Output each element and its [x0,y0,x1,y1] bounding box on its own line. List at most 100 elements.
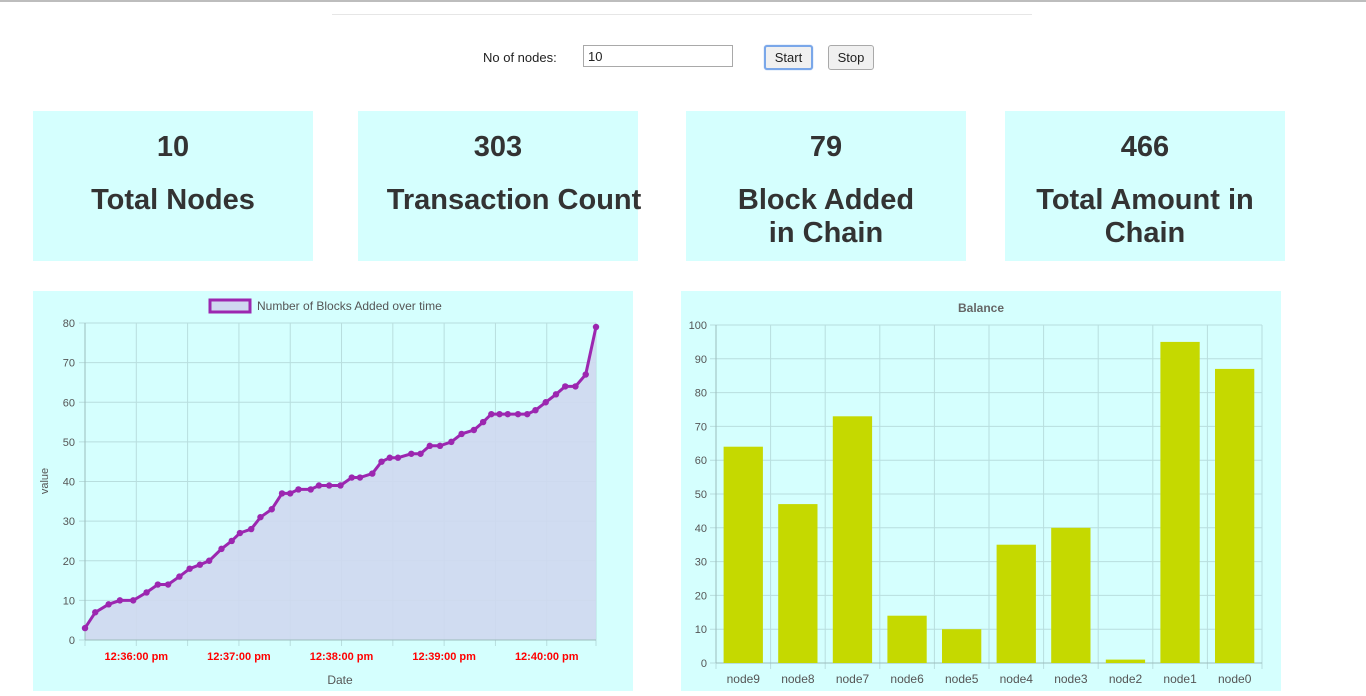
data-point [408,450,415,457]
data-point [295,486,302,493]
data-point [268,506,275,513]
stat-label: Transaction Count [386,184,642,216]
y-tick-label: 40 [63,477,75,489]
data-point [542,399,549,406]
line-chart-svg: 0 10 20 30 40 50 60 70 80 12:36:00 pm 12:37:00 pm 1… [39,298,600,687]
data-point [176,573,183,580]
y-tick-label: 40 [695,523,707,535]
y-tick-label: 90 [695,354,707,366]
data-point [426,442,433,450]
y-tick-label: 80 [695,388,707,400]
data-point [315,482,323,489]
stat-value: 79 [809,131,843,163]
y-tick-label: 0 [69,635,75,647]
data-point [326,482,333,489]
nodes-input[interactable] [583,45,733,67]
data-point [164,581,172,588]
y-tick-label: 20 [63,556,75,568]
top-divider [332,14,1032,15]
stat-card-total-amount: 466 Total Amount in Chain [1005,111,1285,261]
y-tick-label: 10 [63,595,75,607]
x-tick-label: node9 [727,672,761,686]
bar [723,446,763,663]
x-tick-label: node7 [836,672,870,686]
x-tick-label: node3 [1054,672,1088,686]
data-point [130,597,137,604]
data-point [81,624,89,632]
stat-card-transaction-count: 303 Transaction Count [358,111,641,261]
x-tick-label: node4 [1000,672,1034,686]
data-point [532,406,539,414]
data-point [278,490,286,497]
legend-label: Number of Blocks Added over time [257,299,442,313]
y-tick-label: 10 [695,624,707,636]
y-tick-label: 50 [695,489,707,501]
data-point [504,410,511,418]
data-point [356,474,364,481]
data-point [92,609,99,616]
x-tick-label: node0 [1218,672,1252,686]
x-tick-label: node2 [1109,672,1143,686]
data-point [562,383,569,390]
legend-swatch [208,298,252,314]
data-point [236,529,244,537]
top-border [0,0,1366,2]
y-tick-label: 30 [695,557,707,569]
data-point [448,438,455,446]
data-point [105,601,112,608]
stop-button[interactable]: Stop [828,45,874,70]
data-point [143,589,150,596]
y-tick-label: 80 [63,318,75,330]
x-tick-label: node5 [945,672,979,686]
data-point [496,410,503,418]
y-tick-label: 70 [695,421,707,433]
data-point [458,430,465,438]
stat-card-blocks-added: 79 Block Added in Chain [686,111,966,261]
y-tick-label: 0 [701,658,707,670]
x-tick-label: node6 [890,672,924,686]
data-point [218,545,225,553]
data-point [186,565,193,572]
data-point [205,557,213,564]
start-button[interactable]: Start [764,45,813,70]
stat-label: Total Amount in Chain [1036,184,1254,249]
bar [1051,527,1091,663]
x-tick-label: node8 [781,672,815,686]
data-point [436,442,444,450]
data-point [378,458,385,465]
data-point [394,454,402,461]
data-point [552,391,560,398]
data-point [470,426,478,434]
stat-value: 303 [473,131,523,163]
y-tick-label: 20 [695,590,707,602]
controls-bar: No of nodes: Start Stop [0,44,1366,72]
stat-label: Total Nodes [91,184,255,216]
stat-value: 466 [1120,131,1170,163]
bar [996,544,1036,663]
bar [1215,368,1255,663]
data-point [417,450,424,457]
data-point [196,561,204,568]
bar-chart-svg: 0 10 20 30 40 50 60 70 80 90 100 node9 node8 node7 nod… [689,301,1263,686]
y-tick-label: 70 [63,358,75,370]
nodes-label: No of nodes: [483,50,557,65]
y-tick-label: 50 [63,437,75,449]
data-point [479,418,487,426]
y-tick-label: 30 [63,516,75,528]
bar [1160,341,1200,663]
data-point [154,581,162,588]
y-tick-label: 100 [689,320,707,332]
data-point [257,513,264,521]
bar [942,629,982,663]
chart-title: Balance [958,301,1004,315]
bar [832,416,873,663]
data-point [337,482,344,489]
data-point [369,470,376,477]
data-point [488,410,495,418]
y-axis-title: value [39,468,51,494]
bar [887,615,927,663]
data-point [572,383,579,390]
x-tick-label: 12:40:00 pm [515,651,579,663]
data-point [287,490,294,497]
data-point [307,486,314,493]
